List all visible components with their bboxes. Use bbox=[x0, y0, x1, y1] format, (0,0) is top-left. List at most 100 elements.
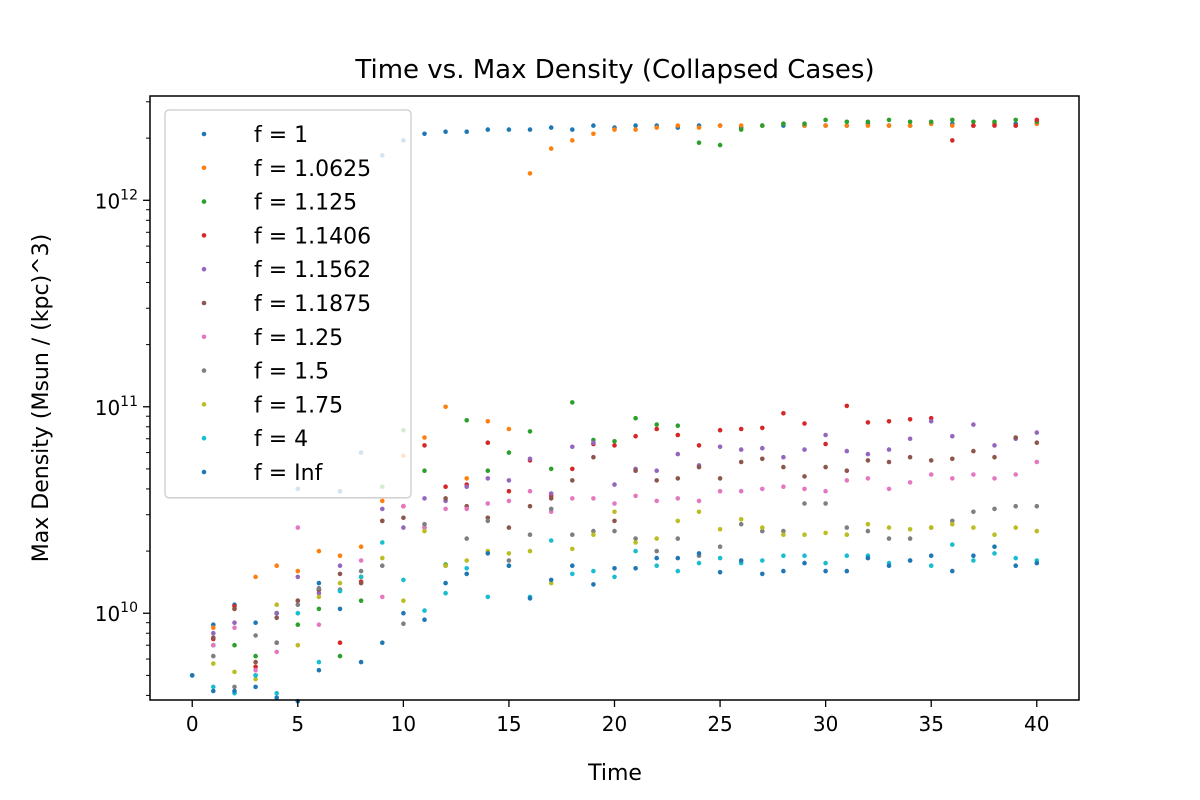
data-point bbox=[865, 458, 871, 463]
data-point bbox=[422, 521, 427, 527]
data-point bbox=[422, 528, 427, 534]
data-point bbox=[548, 466, 554, 472]
data-point bbox=[380, 506, 385, 512]
data-point bbox=[865, 476, 871, 481]
data-point bbox=[612, 509, 617, 515]
data-point bbox=[696, 140, 702, 145]
data-point bbox=[295, 525, 301, 530]
data-point bbox=[781, 532, 786, 537]
data-point bbox=[717, 569, 723, 575]
data-point bbox=[844, 119, 850, 125]
data-point bbox=[295, 598, 301, 603]
data-point bbox=[337, 571, 343, 577]
data-point bbox=[675, 432, 681, 438]
legend-item: f = 1.75 bbox=[201, 393, 343, 418]
legend-item: f = 1.5 bbox=[201, 360, 329, 385]
data-point bbox=[253, 659, 258, 665]
data-point bbox=[738, 558, 744, 563]
x-tick-label: 20 bbox=[602, 712, 627, 736]
data-point bbox=[971, 123, 976, 128]
data-point bbox=[464, 506, 470, 512]
data-point bbox=[971, 448, 976, 454]
data-point bbox=[738, 521, 744, 527]
data-point bbox=[971, 558, 976, 563]
data-point bbox=[253, 667, 258, 673]
data-point bbox=[422, 443, 427, 448]
x-tick-label: 0 bbox=[186, 712, 199, 736]
data-point bbox=[907, 558, 913, 563]
data-point bbox=[358, 580, 364, 586]
x-tick-label: 5 bbox=[291, 712, 304, 736]
data-point bbox=[760, 123, 765, 128]
data-point bbox=[295, 622, 301, 627]
data-point bbox=[485, 518, 491, 524]
data-point bbox=[591, 532, 596, 537]
data-point bbox=[950, 117, 955, 123]
legend-label: f = 1.1875 bbox=[254, 292, 371, 317]
data-point bbox=[886, 536, 892, 541]
data-point bbox=[253, 673, 258, 678]
data-point bbox=[886, 447, 892, 452]
data-point bbox=[992, 544, 997, 549]
data-point bbox=[527, 488, 533, 494]
data-point bbox=[274, 640, 280, 645]
data-point bbox=[844, 123, 850, 128]
data-point bbox=[358, 568, 364, 574]
data-point bbox=[823, 464, 828, 470]
data-point bbox=[295, 568, 301, 574]
x-tick-label: 35 bbox=[918, 712, 943, 736]
data-point bbox=[760, 486, 765, 492]
legend-item: f = 1.125 bbox=[201, 191, 357, 216]
data-point bbox=[548, 577, 554, 583]
legend-label: f = 1.25 bbox=[254, 326, 343, 351]
y-tick-label-base: 10 bbox=[95, 602, 120, 626]
data-point bbox=[781, 121, 786, 126]
data-point bbox=[654, 468, 659, 474]
data-point bbox=[337, 553, 343, 558]
data-point bbox=[358, 598, 364, 603]
data-point bbox=[591, 582, 596, 587]
data-point bbox=[422, 496, 427, 501]
data-point bbox=[612, 574, 617, 580]
data-point bbox=[337, 653, 343, 659]
data-point bbox=[844, 525, 850, 530]
data-point bbox=[527, 456, 533, 462]
legend-label: f = 1 bbox=[254, 123, 308, 148]
data-point bbox=[675, 555, 681, 561]
data-point bbox=[823, 568, 828, 574]
data-point bbox=[253, 574, 258, 580]
data-point bbox=[253, 676, 258, 682]
data-point bbox=[232, 684, 237, 690]
data-point bbox=[485, 476, 491, 481]
data-point bbox=[570, 400, 575, 405]
data-point bbox=[886, 419, 892, 424]
data-point bbox=[907, 454, 913, 460]
y-tick-label: 1011 bbox=[95, 394, 138, 420]
data-point bbox=[865, 451, 871, 457]
data-point bbox=[570, 563, 575, 568]
data-point bbox=[591, 528, 596, 534]
data-point bbox=[781, 553, 786, 558]
legend-label: f = 1.75 bbox=[254, 393, 343, 418]
data-point bbox=[717, 444, 723, 450]
data-point bbox=[865, 119, 871, 125]
data-point bbox=[443, 404, 448, 410]
data-point bbox=[591, 454, 596, 460]
legend-item: f = Inf bbox=[201, 461, 324, 486]
data-point bbox=[802, 474, 807, 479]
data-point bbox=[675, 451, 681, 457]
data-point bbox=[316, 586, 322, 591]
data-point bbox=[506, 450, 512, 455]
data-point bbox=[696, 560, 702, 566]
data-point bbox=[506, 488, 512, 494]
data-point bbox=[253, 684, 258, 690]
legend-marker bbox=[201, 233, 207, 238]
data-point bbox=[760, 558, 765, 563]
data-point bbox=[971, 553, 976, 558]
x-tick-label: 25 bbox=[707, 712, 732, 736]
data-point bbox=[696, 509, 702, 515]
data-point bbox=[506, 551, 512, 556]
data-point bbox=[760, 528, 765, 534]
y-tick-label-base: 10 bbox=[95, 396, 120, 420]
data-point bbox=[781, 568, 786, 574]
